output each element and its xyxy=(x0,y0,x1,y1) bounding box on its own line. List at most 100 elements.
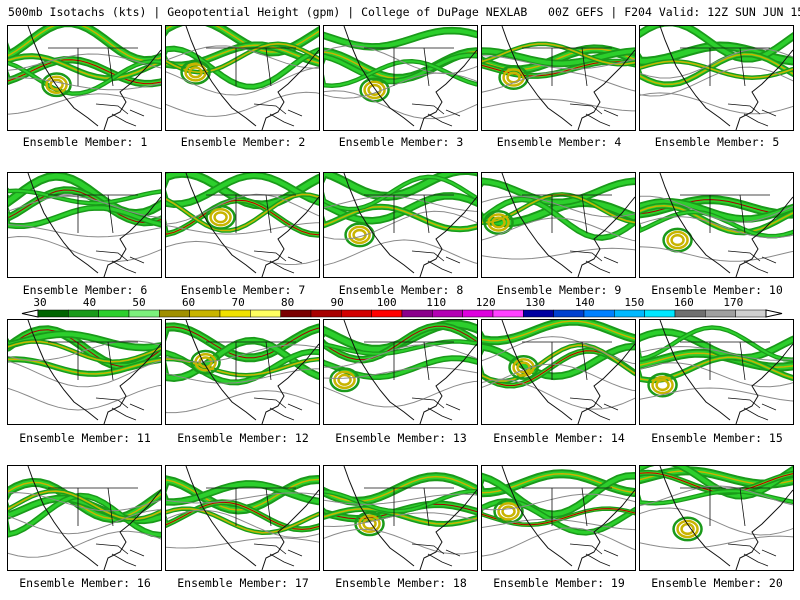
member-map xyxy=(324,466,477,570)
colorbar-segment xyxy=(583,309,615,318)
colorbar-segment xyxy=(219,309,251,318)
colorbar-segment xyxy=(280,309,312,318)
ensemble-member-panel xyxy=(165,172,320,278)
ensemble-member-panel xyxy=(165,25,320,131)
member-map xyxy=(482,466,635,570)
member-map xyxy=(640,466,793,570)
colorbar-right-arrow xyxy=(765,309,783,318)
ensemble-member-panel xyxy=(165,465,320,571)
member-map xyxy=(324,173,477,277)
member-map xyxy=(324,320,477,424)
member-caption: Ensemble Member: 14 xyxy=(493,431,625,445)
colorbar-tick-label: 40 xyxy=(82,296,97,309)
member-map xyxy=(482,173,635,277)
ensemble-member-panel xyxy=(481,465,636,571)
figure-title: 500mb Isotachs (kts) | Geopotential Heig… xyxy=(8,5,800,19)
member-map xyxy=(166,320,319,424)
colorbar-segment xyxy=(432,309,463,318)
isotach-colorbar: 30 40 50 60 70 80 90 100 110 120 130 140 150 160 170 xyxy=(8,297,792,319)
member-map xyxy=(482,320,635,424)
member-caption: Ensemble Member: 2 xyxy=(180,135,306,149)
member-map xyxy=(640,173,793,277)
member-map xyxy=(166,26,319,130)
colorbar-segment xyxy=(371,309,403,318)
member-caption: Ensemble Member: 19 xyxy=(493,576,625,590)
colorbar-left-arrow xyxy=(21,309,39,318)
ensemble-member-panel xyxy=(639,465,794,571)
colorbar-segment xyxy=(492,309,524,318)
member-caption: Ensemble Member: 17 xyxy=(177,576,309,590)
colorbar-segment xyxy=(523,309,554,318)
member-map xyxy=(640,320,793,424)
member-map xyxy=(640,26,793,130)
colorbar-tick-label: 80 xyxy=(280,296,295,309)
colorbar-tick-label: 160 xyxy=(673,296,694,309)
member-caption: Ensemble Member: 3 xyxy=(338,135,464,149)
member-caption: Ensemble Member: 12 xyxy=(177,431,309,445)
colorbar-segment xyxy=(341,309,372,318)
colorbar-segment xyxy=(644,309,676,318)
colorbar-tick-label: 100 xyxy=(376,296,397,309)
ensemble-member-panel xyxy=(165,319,320,425)
colorbar-segment xyxy=(705,309,736,318)
colorbar-segment xyxy=(159,309,190,318)
member-map xyxy=(324,26,477,130)
colorbar-segment xyxy=(614,309,645,318)
colorbar-tick-label: 140 xyxy=(574,296,595,309)
member-map xyxy=(8,466,161,570)
colorbar-segment xyxy=(37,309,69,318)
member-caption: Ensemble Member: 6 xyxy=(22,283,148,297)
member-caption: Ensemble Member: 9 xyxy=(496,283,622,297)
colorbar-tick-label: 60 xyxy=(181,296,196,309)
colorbar-segment xyxy=(553,309,585,318)
member-caption: Ensemble Member: 4 xyxy=(496,135,622,149)
ensemble-member-panel xyxy=(323,319,478,425)
ensemble-member-panel xyxy=(323,172,478,278)
colorbar-tick-label: 50 xyxy=(132,296,146,309)
member-caption: Ensemble Member: 8 xyxy=(338,283,464,297)
ensemble-member-panel xyxy=(639,172,794,278)
member-caption: Ensemble Member: 15 xyxy=(651,431,783,445)
colorbar-segment xyxy=(462,309,494,318)
member-caption: Ensemble Member: 13 xyxy=(335,431,467,445)
ensemble-member-panel xyxy=(7,319,162,425)
member-map xyxy=(8,173,161,277)
member-map xyxy=(166,466,319,570)
colorbar-tick-label: 150 xyxy=(624,296,645,309)
ensemble-member-panel xyxy=(7,465,162,571)
member-map xyxy=(166,173,319,277)
member-caption: Ensemble Member: 18 xyxy=(335,576,467,590)
colorbar-segment xyxy=(98,309,130,318)
member-caption: Ensemble Member: 20 xyxy=(651,576,783,590)
member-map xyxy=(8,320,161,424)
ensemble-member-panel xyxy=(7,25,162,131)
colorbar-tick-label: 90 xyxy=(330,296,344,309)
ensemble-member-panel xyxy=(323,25,478,131)
ensemble-member-panel xyxy=(481,172,636,278)
colorbar-tick-label: 30 xyxy=(33,296,47,309)
member-caption: Ensemble Member: 10 xyxy=(651,283,783,297)
colorbar-segment xyxy=(68,309,99,318)
member-map xyxy=(482,26,635,130)
ensemble-member-panel xyxy=(639,319,794,425)
colorbar-segment xyxy=(674,309,706,318)
colorbar-segment xyxy=(128,309,160,318)
colorbar-tick-label: 170 xyxy=(723,296,744,309)
member-caption: Ensemble Member: 1 xyxy=(22,135,148,149)
colorbar-graphic xyxy=(21,309,783,318)
member-caption: Ensemble Member: 11 xyxy=(19,431,151,445)
ensemble-member-panel xyxy=(7,172,162,278)
member-caption: Ensemble Member: 7 xyxy=(180,283,306,297)
colorbar-segment xyxy=(310,309,342,318)
colorbar-tick-label: 70 xyxy=(231,296,245,309)
colorbar-segment xyxy=(401,309,433,318)
member-caption: Ensemble Member: 5 xyxy=(654,135,780,149)
ensemble-member-panel xyxy=(481,25,636,131)
colorbar-tick-label: 110 xyxy=(426,296,447,309)
ensemble-member-panel xyxy=(639,25,794,131)
colorbar-segment xyxy=(189,309,221,318)
colorbar-segment xyxy=(735,309,767,318)
ensemble-member-panel xyxy=(481,319,636,425)
colorbar-tick-label: 120 xyxy=(475,296,496,309)
ensemble-member-panel xyxy=(323,465,478,571)
